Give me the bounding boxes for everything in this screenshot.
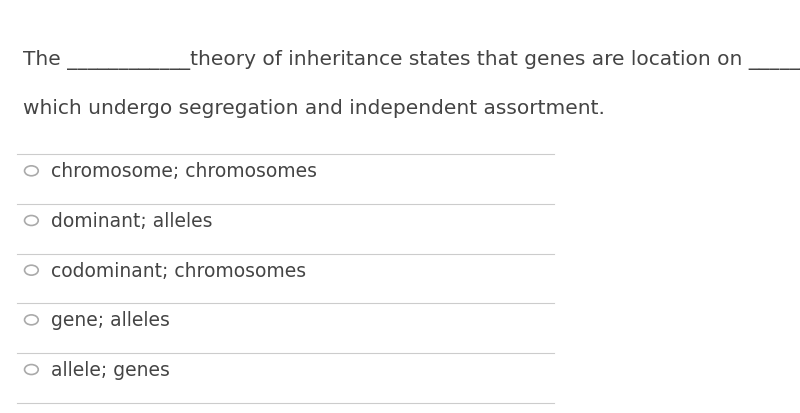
Text: The ____________theory of inheritance states that genes are location on ________: The ____________theory of inheritance st… <box>23 50 800 69</box>
Text: which undergo segregation and independent assortment.: which undergo segregation and independen… <box>23 99 605 118</box>
Text: chromosome; chromosomes: chromosome; chromosomes <box>51 162 318 181</box>
Text: gene; alleles: gene; alleles <box>51 311 170 330</box>
Text: allele; genes: allele; genes <box>51 360 170 379</box>
Text: dominant; alleles: dominant; alleles <box>51 211 213 230</box>
Text: codominant; chromosomes: codominant; chromosomes <box>51 261 306 280</box>
